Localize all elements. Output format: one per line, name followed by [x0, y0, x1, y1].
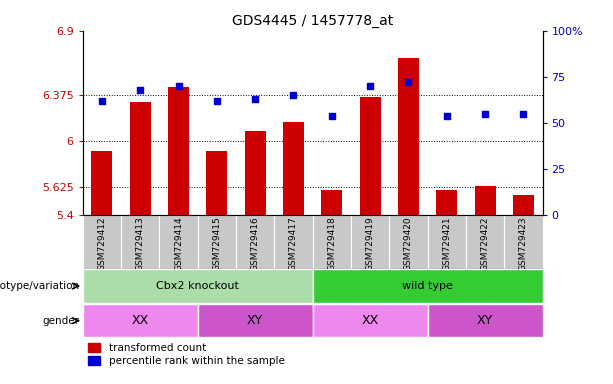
- Bar: [428, 304, 543, 337]
- Point: [519, 111, 528, 117]
- Bar: [351, 215, 389, 269]
- Text: GSM729414: GSM729414: [174, 217, 183, 271]
- Legend: transformed count, percentile rank within the sample: transformed count, percentile rank withi…: [88, 343, 284, 366]
- Bar: [197, 304, 313, 337]
- Text: genotype/variation: genotype/variation: [0, 281, 80, 291]
- Point: [442, 113, 452, 119]
- Text: XX: XX: [132, 314, 149, 327]
- Text: wild type: wild type: [402, 281, 453, 291]
- Text: GSM729413: GSM729413: [135, 217, 145, 271]
- Bar: [91, 151, 112, 215]
- Bar: [466, 215, 504, 269]
- Title: GDS4445 / 1457778_at: GDS4445 / 1457778_at: [232, 14, 394, 28]
- Bar: [313, 215, 351, 269]
- Text: GSM729419: GSM729419: [365, 217, 375, 271]
- Text: GSM729420: GSM729420: [404, 217, 413, 271]
- Point: [135, 87, 145, 93]
- Bar: [245, 131, 265, 215]
- Bar: [313, 304, 428, 337]
- Text: GSM729421: GSM729421: [442, 217, 451, 271]
- Bar: [168, 87, 189, 215]
- Bar: [197, 215, 236, 269]
- Bar: [159, 215, 197, 269]
- Point: [289, 92, 299, 98]
- Point: [173, 83, 183, 89]
- Text: GSM729422: GSM729422: [481, 217, 490, 271]
- Bar: [275, 215, 313, 269]
- Point: [250, 96, 260, 102]
- Bar: [504, 215, 543, 269]
- Bar: [513, 195, 534, 215]
- Bar: [398, 58, 419, 215]
- Bar: [83, 270, 313, 303]
- Bar: [436, 190, 457, 215]
- Text: gender: gender: [43, 316, 80, 326]
- Point: [365, 83, 375, 89]
- Text: GSM729423: GSM729423: [519, 217, 528, 271]
- Bar: [321, 190, 342, 215]
- Bar: [389, 215, 428, 269]
- Text: GSM729417: GSM729417: [289, 217, 298, 271]
- Point: [327, 113, 337, 119]
- Point: [97, 98, 107, 104]
- Bar: [360, 97, 381, 215]
- Bar: [428, 215, 466, 269]
- Bar: [207, 151, 227, 215]
- Bar: [474, 185, 495, 215]
- Bar: [121, 215, 159, 269]
- Text: GSM729412: GSM729412: [97, 217, 107, 271]
- Bar: [236, 215, 275, 269]
- Text: XY: XY: [477, 314, 493, 327]
- Bar: [83, 215, 121, 269]
- Bar: [313, 270, 543, 303]
- Text: XX: XX: [362, 314, 379, 327]
- Text: XY: XY: [247, 314, 264, 327]
- Text: GSM729415: GSM729415: [212, 217, 221, 271]
- Point: [480, 111, 490, 117]
- Bar: [283, 122, 304, 215]
- Text: GSM729416: GSM729416: [251, 217, 260, 271]
- Point: [403, 79, 413, 85]
- Text: GSM729418: GSM729418: [327, 217, 337, 271]
- Text: Cbx2 knockout: Cbx2 knockout: [156, 281, 239, 291]
- Point: [212, 98, 222, 104]
- Bar: [83, 304, 197, 337]
- Bar: [130, 102, 151, 215]
